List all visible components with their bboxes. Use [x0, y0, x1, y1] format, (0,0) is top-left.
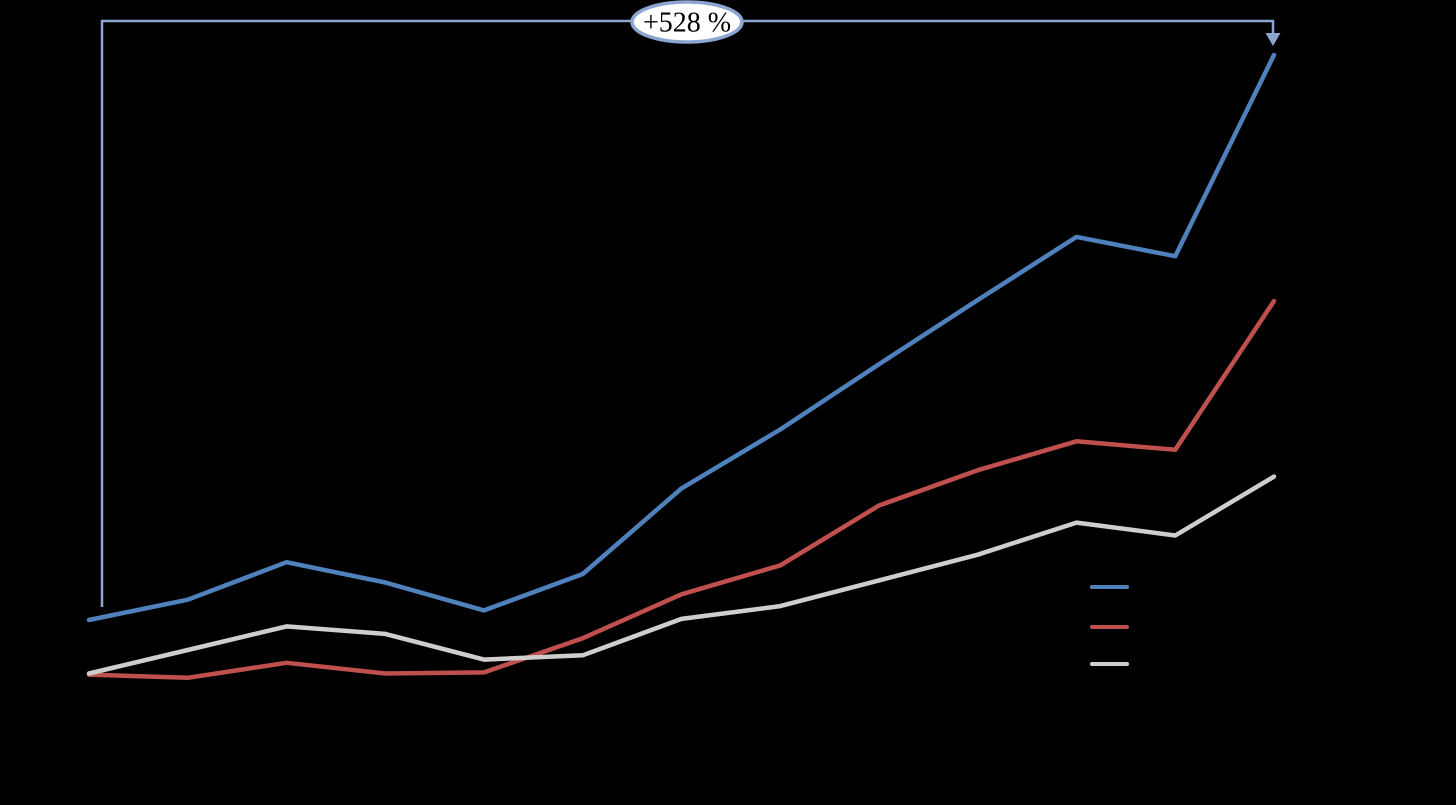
series-lines	[86, 52, 1277, 681]
growth-annotation: +528 %	[100, 0, 1281, 607]
growth-callout-ellipse	[630, 0, 744, 44]
growth-arrowhead-icon	[1265, 33, 1281, 46]
growth-callout-label: +528 %	[643, 8, 731, 39]
legend	[1090, 585, 1129, 666]
series-line-gray	[86, 474, 1277, 676]
series-line-red	[86, 298, 1277, 681]
growth-bracket-line	[100, 19, 1275, 607]
series-line-blue	[86, 52, 1277, 623]
